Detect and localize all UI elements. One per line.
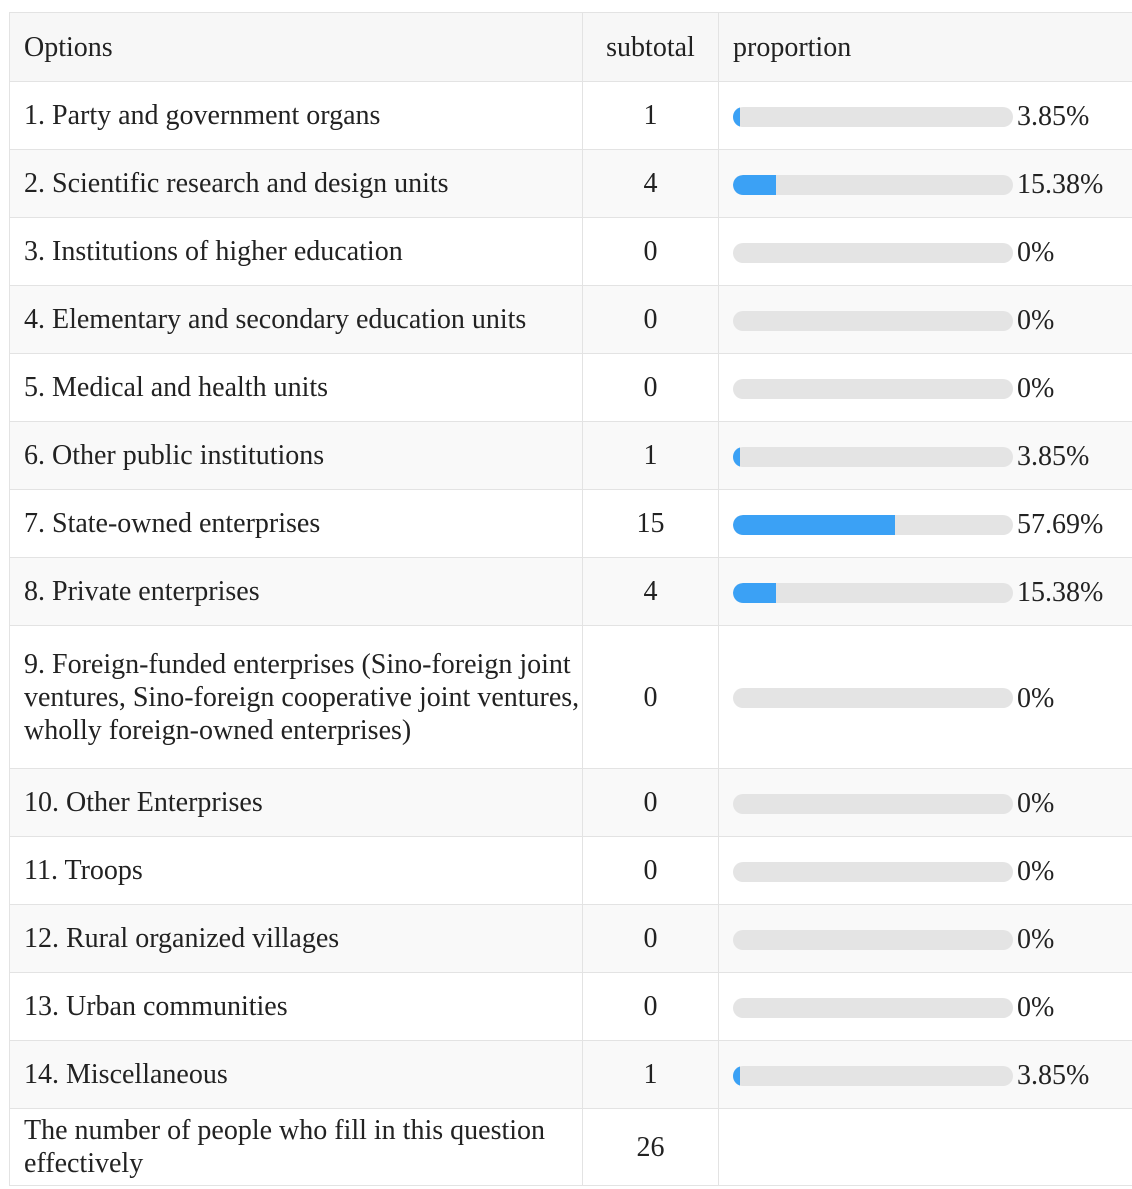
option-label: 2. Scientific research and design units bbox=[9, 149, 583, 218]
option-label: 12. Rural organized villages bbox=[9, 904, 583, 973]
header-options: Options bbox=[9, 12, 583, 82]
proportion-percent: 0% bbox=[1017, 682, 1055, 714]
subtotal-value: 1 bbox=[582, 81, 719, 150]
subtotal-value: 15 bbox=[582, 489, 719, 558]
table-row: 5. Medical and health units 0 0% bbox=[9, 353, 1132, 422]
subtotal-value: 0 bbox=[582, 217, 719, 286]
table-row: 8. Private enterprises 4 15.38% bbox=[9, 557, 1132, 626]
proportion-percent: 57.69% bbox=[1017, 509, 1104, 541]
proportion-percent: 3.85% bbox=[1017, 1060, 1090, 1092]
proportion-bar bbox=[733, 106, 1013, 127]
table-row: 2. Scientific research and design units 4… bbox=[9, 149, 1132, 218]
subtotal-value: 0 bbox=[582, 836, 719, 905]
subtotal-value: 0 bbox=[582, 353, 719, 422]
subtotal-value: 4 bbox=[582, 149, 719, 218]
proportion-bar-fill bbox=[733, 106, 740, 127]
proportion-percent: 0% bbox=[1017, 924, 1055, 956]
proportion-cell: 0% bbox=[718, 768, 1132, 837]
proportion-percent: 0% bbox=[1017, 856, 1055, 888]
proportion-bar bbox=[733, 242, 1013, 263]
proportion-cell: 57.69% bbox=[718, 489, 1132, 558]
proportion-bar-fill bbox=[733, 582, 777, 603]
table-header-row: Options subtotal proportion bbox=[9, 12, 1132, 82]
proportion-percent: 0% bbox=[1017, 305, 1055, 337]
proportion-bar bbox=[733, 582, 1013, 603]
proportion-bar bbox=[733, 514, 1013, 535]
proportion-bar-fill bbox=[733, 446, 740, 467]
table-row: 11. Troops 0 0% bbox=[9, 836, 1132, 905]
subtotal-value: 4 bbox=[582, 557, 719, 626]
proportion-percent: 3.85% bbox=[1017, 441, 1090, 473]
option-label: 13. Urban communities bbox=[9, 972, 583, 1041]
proportion-cell: 3.85% bbox=[718, 421, 1132, 490]
header-subtotal: subtotal bbox=[582, 12, 719, 82]
proportion-percent: 3.85% bbox=[1017, 101, 1090, 133]
proportion-bar bbox=[733, 861, 1013, 882]
proportion-percent: 15.38% bbox=[1017, 577, 1104, 609]
option-label: 11. Troops bbox=[9, 836, 583, 905]
header-proportion: proportion bbox=[718, 12, 1132, 82]
proportion-cell: 0% bbox=[718, 625, 1132, 769]
proportion-percent: 0% bbox=[1017, 237, 1055, 269]
proportion-cell: 0% bbox=[718, 353, 1132, 422]
option-label: 3. Institutions of higher education bbox=[9, 217, 583, 286]
option-label: 1. Party and government organs bbox=[9, 81, 583, 150]
proportion-bar bbox=[733, 929, 1013, 950]
proportion-percent: 15.38% bbox=[1017, 169, 1104, 201]
proportion-cell: 15.38% bbox=[718, 149, 1132, 218]
proportion-percent: 0% bbox=[1017, 373, 1055, 405]
proportion-bar-fill bbox=[733, 1065, 740, 1086]
proportion-bar bbox=[733, 793, 1013, 814]
table-row: 10. Other Enterprises 0 0% bbox=[9, 768, 1132, 837]
table-footer-row: The number of people who fill in this qu… bbox=[9, 1108, 1132, 1186]
subtotal-value: 0 bbox=[582, 625, 719, 769]
proportion-bar-fill bbox=[733, 514, 895, 535]
table-row: 6. Other public institutions 1 3.85% bbox=[9, 421, 1132, 490]
table-row: 14. Miscellaneous 1 3.85% bbox=[9, 1040, 1132, 1109]
option-label: 8. Private enterprises bbox=[9, 557, 583, 626]
table-row: 1. Party and government organs 1 3.85% bbox=[9, 81, 1132, 150]
option-label: 4. Elementary and secondary education un… bbox=[9, 285, 583, 354]
subtotal-value: 0 bbox=[582, 285, 719, 354]
proportion-percent: 0% bbox=[1017, 992, 1055, 1024]
proportion-bar-fill bbox=[733, 174, 777, 195]
table-row: 13. Urban communities 0 0% bbox=[9, 972, 1132, 1041]
subtotal-value: 0 bbox=[582, 904, 719, 973]
subtotal-value: 0 bbox=[582, 768, 719, 837]
table-row: 7. State-owned enterprises 15 57.69% bbox=[9, 489, 1132, 558]
table-row: 9. Foreign-funded enterprises (Sino-fore… bbox=[9, 625, 1132, 769]
table-row: 3. Institutions of higher education 0 0% bbox=[9, 217, 1132, 286]
option-label: 5. Medical and health units bbox=[9, 353, 583, 422]
proportion-bar bbox=[733, 997, 1013, 1018]
proportion-cell: 15.38% bbox=[718, 557, 1132, 626]
proportion-bar bbox=[733, 310, 1013, 331]
respondent-count-label: The number of people who fill in this qu… bbox=[9, 1108, 583, 1186]
table-row: 12. Rural organized villages 0 0% bbox=[9, 904, 1132, 973]
proportion-bar bbox=[733, 1065, 1013, 1086]
subtotal-value: 0 bbox=[582, 972, 719, 1041]
proportion-cell: 3.85% bbox=[718, 1040, 1132, 1109]
proportion-bar bbox=[733, 378, 1013, 399]
proportion-bar bbox=[733, 688, 1013, 709]
subtotal-value: 1 bbox=[582, 421, 719, 490]
option-label: 9. Foreign-funded enterprises (Sino-fore… bbox=[9, 625, 583, 769]
proportion-bar bbox=[733, 446, 1013, 467]
table-row: 4. Elementary and secondary education un… bbox=[9, 285, 1132, 354]
proportion-percent: 0% bbox=[1017, 788, 1055, 820]
option-label: 10. Other Enterprises bbox=[9, 768, 583, 837]
proportion-cell: 0% bbox=[718, 972, 1132, 1041]
subtotal-value: 1 bbox=[582, 1040, 719, 1109]
proportion-cell: 0% bbox=[718, 285, 1132, 354]
survey-results-table: Options subtotal proportion 1. Party and… bbox=[9, 12, 1132, 1186]
option-label: 14. Miscellaneous bbox=[9, 1040, 583, 1109]
footer-empty-cell bbox=[718, 1108, 1132, 1186]
proportion-cell: 0% bbox=[718, 904, 1132, 973]
proportion-bar bbox=[733, 174, 1013, 195]
proportion-cell: 3.85% bbox=[718, 81, 1132, 150]
respondent-count-value: 26 bbox=[582, 1108, 719, 1186]
proportion-cell: 0% bbox=[718, 836, 1132, 905]
proportion-cell: 0% bbox=[718, 217, 1132, 286]
option-label: 7. State-owned enterprises bbox=[9, 489, 583, 558]
option-label: 6. Other public institutions bbox=[9, 421, 583, 490]
